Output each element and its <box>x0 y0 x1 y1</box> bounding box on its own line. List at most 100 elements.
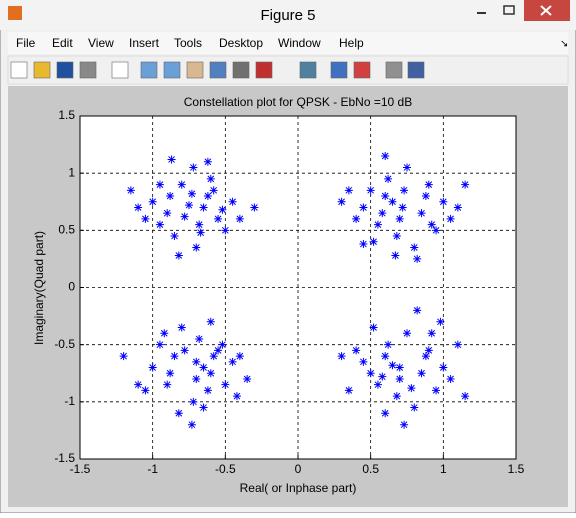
chart-title: Constellation plot for QPSK - EbNo =10 d… <box>184 95 412 109</box>
window-title: Figure 5 <box>260 7 315 24</box>
axes-border <box>79 115 517 460</box>
data-point <box>378 372 387 381</box>
data-point <box>366 369 375 378</box>
toolbar-button[interactable] <box>407 61 425 79</box>
data-point <box>203 386 212 395</box>
y-tick-label: 0 <box>68 280 75 294</box>
data-point <box>203 192 212 201</box>
data-point <box>392 232 401 241</box>
data-point <box>218 340 227 349</box>
toolbar-button[interactable] <box>186 61 204 79</box>
data-point <box>369 323 378 332</box>
x-tick-label: 0 <box>295 462 302 476</box>
data-point <box>206 317 215 326</box>
data-point <box>359 357 368 366</box>
data-point <box>424 180 433 189</box>
data-point <box>189 163 198 172</box>
data-point <box>413 306 422 315</box>
data-point <box>410 403 419 412</box>
data-point <box>148 197 157 206</box>
data-point <box>192 243 201 252</box>
data-point <box>359 203 368 212</box>
data-point <box>206 174 215 183</box>
data-point <box>221 380 230 389</box>
toolbar-button[interactable] <box>209 61 227 79</box>
data-point <box>174 251 183 260</box>
y-tick-label: 0.5 <box>58 223 75 237</box>
toolbar-button[interactable] <box>79 61 97 79</box>
data-point <box>446 374 455 383</box>
data-point <box>174 409 183 418</box>
data-point <box>187 189 196 198</box>
data-point <box>413 254 422 263</box>
data-point <box>381 152 390 161</box>
data-point <box>439 363 448 372</box>
menu-item[interactable]: View <box>88 36 114 50</box>
menu-bar <box>8 32 568 54</box>
toolbar-button[interactable] <box>330 61 348 79</box>
data-point <box>163 380 172 389</box>
data-point <box>232 392 241 401</box>
data-point <box>352 346 361 355</box>
data-point <box>148 363 157 372</box>
data-point <box>170 232 179 241</box>
data-point <box>410 243 419 252</box>
data-point <box>403 163 411 172</box>
data-point <box>141 386 150 395</box>
x-tick-label: 1 <box>440 462 447 476</box>
menu-item[interactable]: File <box>16 36 36 50</box>
data-point <box>214 346 223 355</box>
data-point <box>381 409 390 418</box>
data-point <box>243 374 252 383</box>
x-tick-label: -1.5 <box>70 462 91 476</box>
toolbar-button[interactable] <box>232 61 250 79</box>
menu-item[interactable]: Edit <box>52 36 73 50</box>
data-point <box>395 214 404 223</box>
toolbar-button[interactable] <box>10 61 28 79</box>
toolbar-button[interactable] <box>385 61 403 79</box>
toolbar-button[interactable] <box>255 61 273 79</box>
data-point <box>199 203 208 212</box>
data-point <box>126 186 135 195</box>
maximize-button[interactable] <box>496 1 523 21</box>
data-point <box>199 363 208 372</box>
data-point <box>403 329 411 338</box>
menu-item[interactable]: Help <box>339 36 364 50</box>
x-tick-label: -1 <box>147 462 158 476</box>
toolbar-button[interactable] <box>163 61 181 79</box>
toolbar-button[interactable] <box>353 61 371 79</box>
data-point <box>395 374 404 383</box>
menu-item[interactable]: Insert <box>129 36 160 50</box>
x-tick-label: 1.5 <box>508 462 525 476</box>
data-point <box>400 186 409 195</box>
data-point <box>163 209 172 218</box>
data-point <box>180 346 189 355</box>
toolbar-button[interactable] <box>56 61 74 79</box>
data-point <box>432 226 441 235</box>
y-tick-label: -1 <box>64 394 75 408</box>
toolbar-button[interactable] <box>299 61 317 79</box>
data-point <box>427 220 436 229</box>
toolbar-button[interactable] <box>140 61 158 79</box>
menu-item[interactable]: Tools <box>174 36 202 50</box>
menu-item[interactable]: Window <box>278 36 321 50</box>
data-point <box>388 197 397 206</box>
data-point <box>199 403 208 412</box>
data-point <box>218 205 227 214</box>
minimize-button[interactable] <box>468 1 495 21</box>
data-point <box>195 220 204 229</box>
data-point <box>337 352 346 361</box>
data-point <box>453 340 462 349</box>
data-point <box>160 329 169 338</box>
data-point <box>155 220 164 229</box>
data-point <box>421 352 430 361</box>
close-button[interactable] <box>524 0 570 21</box>
toolbar-button[interactable] <box>111 61 129 79</box>
dock-arrow[interactable]: ↘ <box>560 39 568 50</box>
toolbar <box>7 55 569 85</box>
toolbar-button[interactable] <box>33 61 51 79</box>
data-point <box>359 240 368 249</box>
data-point <box>446 214 455 223</box>
menu-item[interactable]: Desktop <box>219 36 263 50</box>
